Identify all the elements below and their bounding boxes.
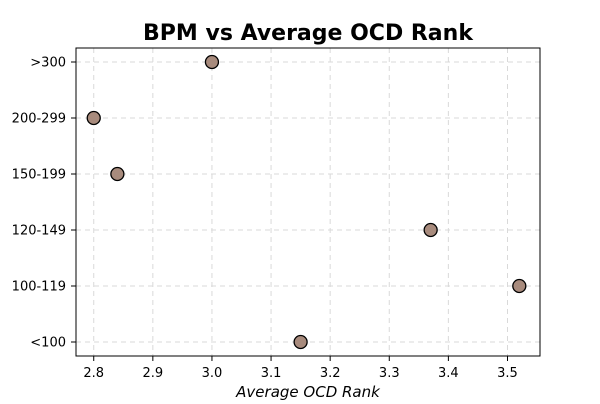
y-tick-label: <100 [30, 336, 66, 351]
points-layer [86, 54, 527, 350]
y-tick-label: 100-119 [12, 280, 66, 295]
plot-frame [75, 47, 541, 357]
x-tick-label: 2.8 [83, 366, 104, 381]
data-point [293, 334, 308, 350]
y-tick-label: 150-199 [12, 168, 66, 183]
data-point [204, 54, 220, 70]
data-point [110, 166, 125, 182]
data-point [512, 278, 527, 294]
x-tick-label: 3.3 [379, 366, 400, 381]
x-ticks-layer: 2.8 2.9 3.0 3.1 3.2 3.3 3.4 3.5 [83, 356, 518, 381]
y-ticks-layer: <100 100-119 120-149 150-199 200-299 >300 [12, 56, 76, 351]
x-tick-label: 3.2 [320, 366, 341, 381]
x-tick-label: 2.9 [142, 366, 163, 381]
y-tick-label: 120-149 [12, 224, 66, 239]
x-tick-label: 3.1 [261, 366, 282, 381]
x-tick-label: 3.5 [497, 366, 518, 381]
x-tick-label: 3.0 [202, 366, 223, 381]
chart-title: BPM vs Average OCD Rank [143, 21, 474, 46]
grid-layer [76, 48, 540, 356]
x-tick-label: 3.4 [438, 366, 459, 381]
data-point [86, 110, 101, 126]
y-tick-label: 200-299 [12, 112, 66, 127]
data-point [423, 222, 438, 238]
y-tick-label: >300 [30, 56, 66, 71]
x-axis-label: Average OCD Rank [235, 383, 381, 400]
